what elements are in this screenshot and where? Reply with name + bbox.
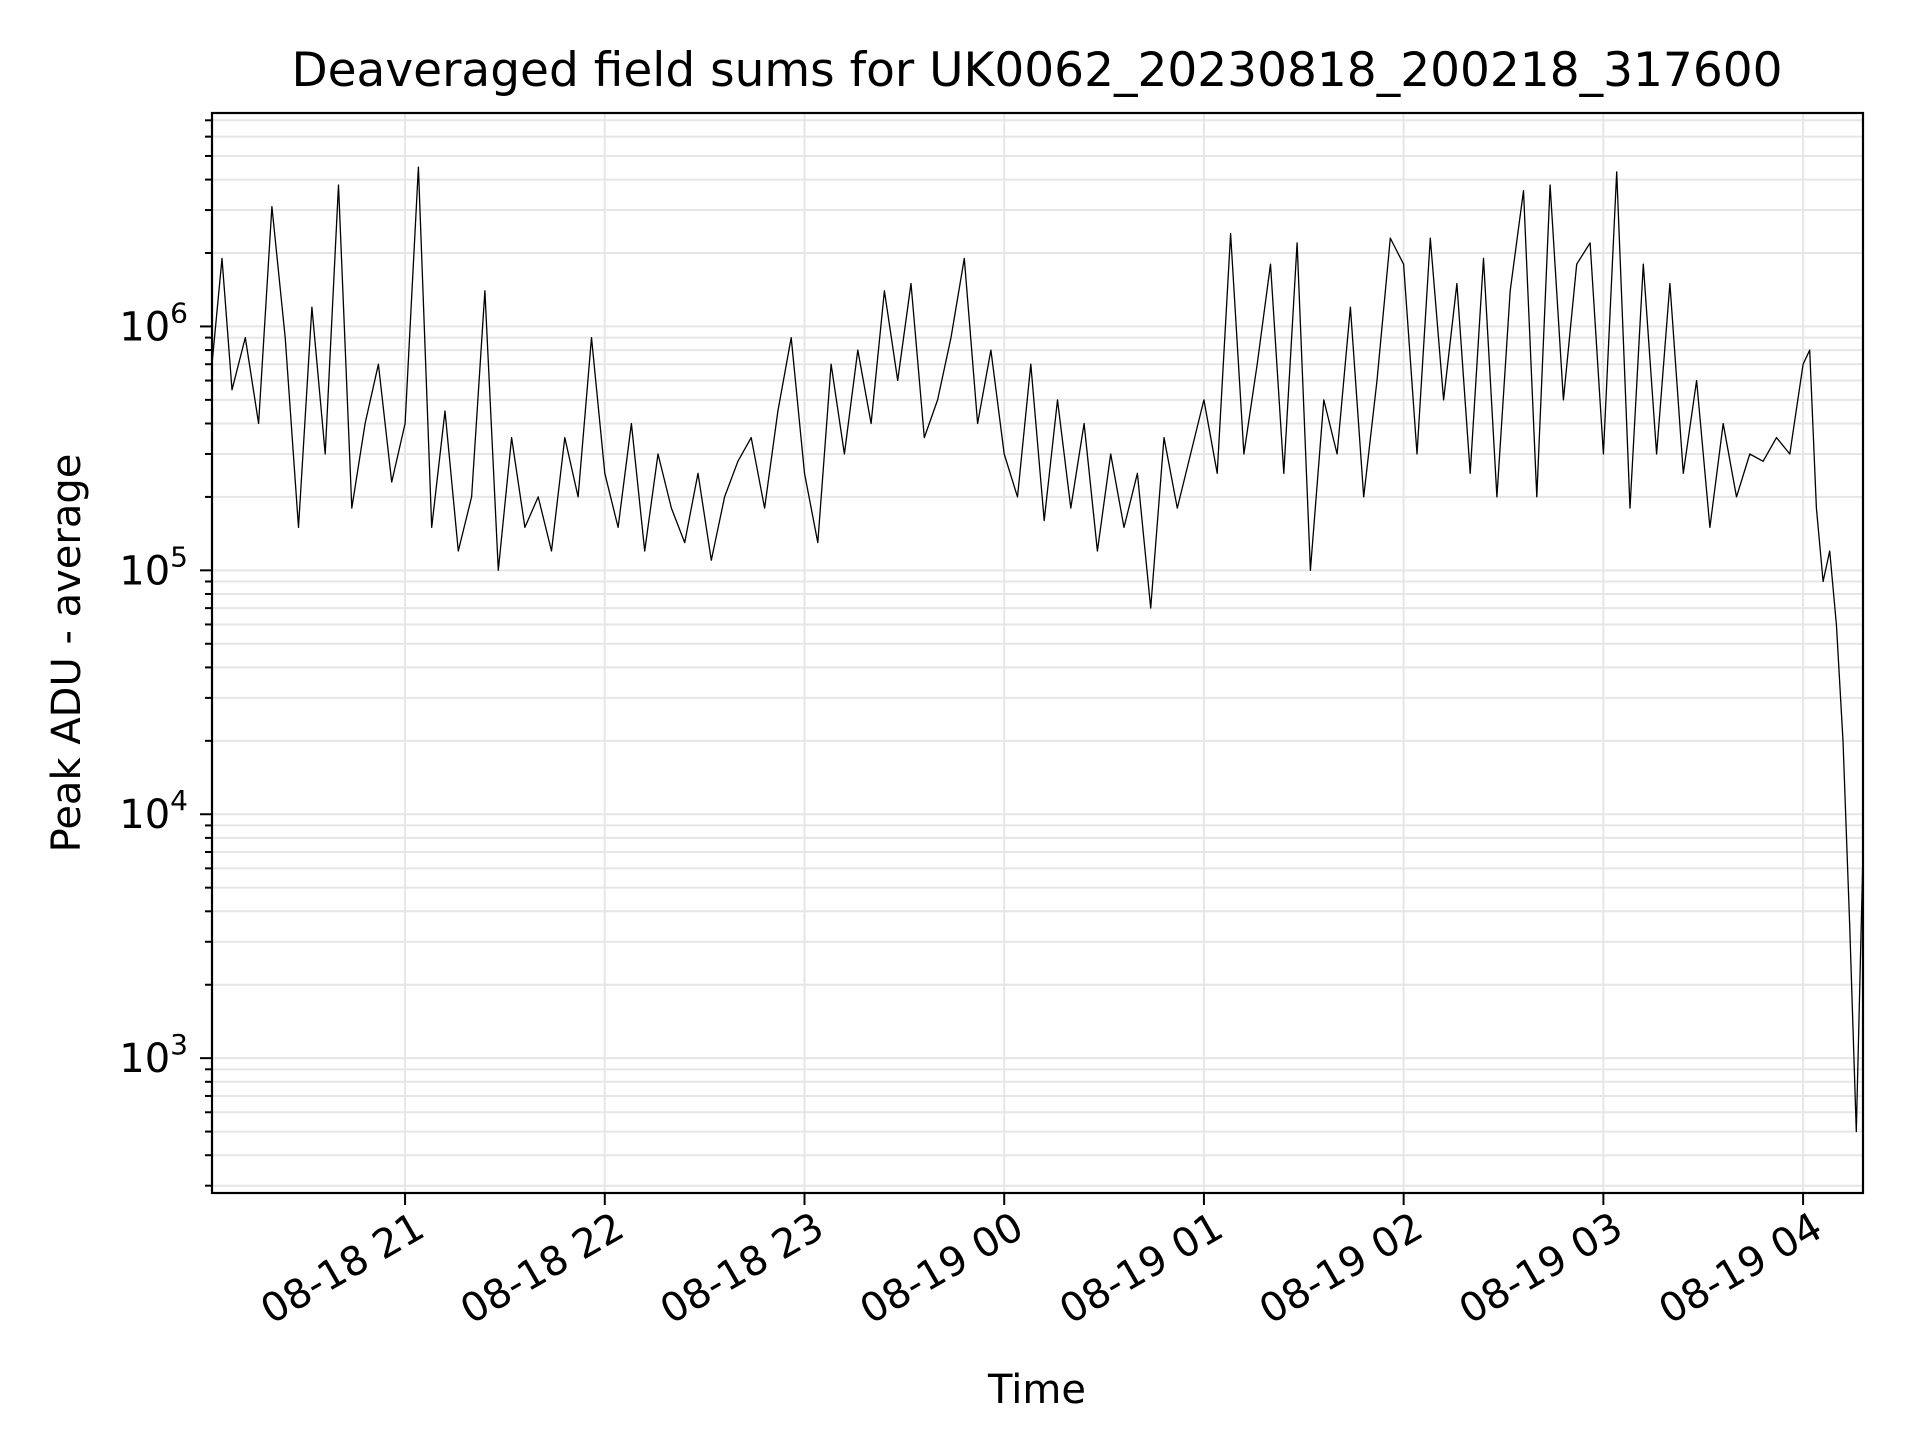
series-line bbox=[211, 166, 1864, 1133]
x-axis-label: Time bbox=[987, 1367, 1086, 1413]
x-tick-label: 08-18 22 bbox=[453, 1204, 632, 1334]
x-tick-label: 08-19 02 bbox=[1252, 1204, 1431, 1334]
y-tick-label: 105 bbox=[119, 540, 188, 594]
chart-title: Deaveraged field sums for UK0062_2023081… bbox=[291, 43, 1782, 98]
plot-frame bbox=[210, 111, 1865, 1195]
grid bbox=[212, 113, 1863, 1193]
y-tick-label: 103 bbox=[119, 1028, 188, 1082]
y-axis: 103 104 105 106 bbox=[119, 119, 212, 1187]
y-tick-label: 104 bbox=[119, 784, 188, 838]
x-tick-label: 08-19 01 bbox=[1052, 1204, 1231, 1334]
x-tick-label: 08-18 21 bbox=[253, 1204, 432, 1334]
y-axis-label: Peak ADU - average bbox=[44, 454, 90, 853]
x-tick-label: 08-18 23 bbox=[653, 1204, 832, 1334]
x-tick-label: 08-19 00 bbox=[852, 1204, 1031, 1334]
series-layer bbox=[211, 166, 1864, 1133]
x-tick-label: 08-19 04 bbox=[1651, 1204, 1830, 1334]
x-tick-label: 08-19 03 bbox=[1452, 1204, 1631, 1334]
x-axis: 08-18 21 08-18 22 08-18 23 08-19 00 08-19 01… bbox=[253, 1193, 1830, 1334]
y-tick-label: 106 bbox=[119, 296, 188, 350]
